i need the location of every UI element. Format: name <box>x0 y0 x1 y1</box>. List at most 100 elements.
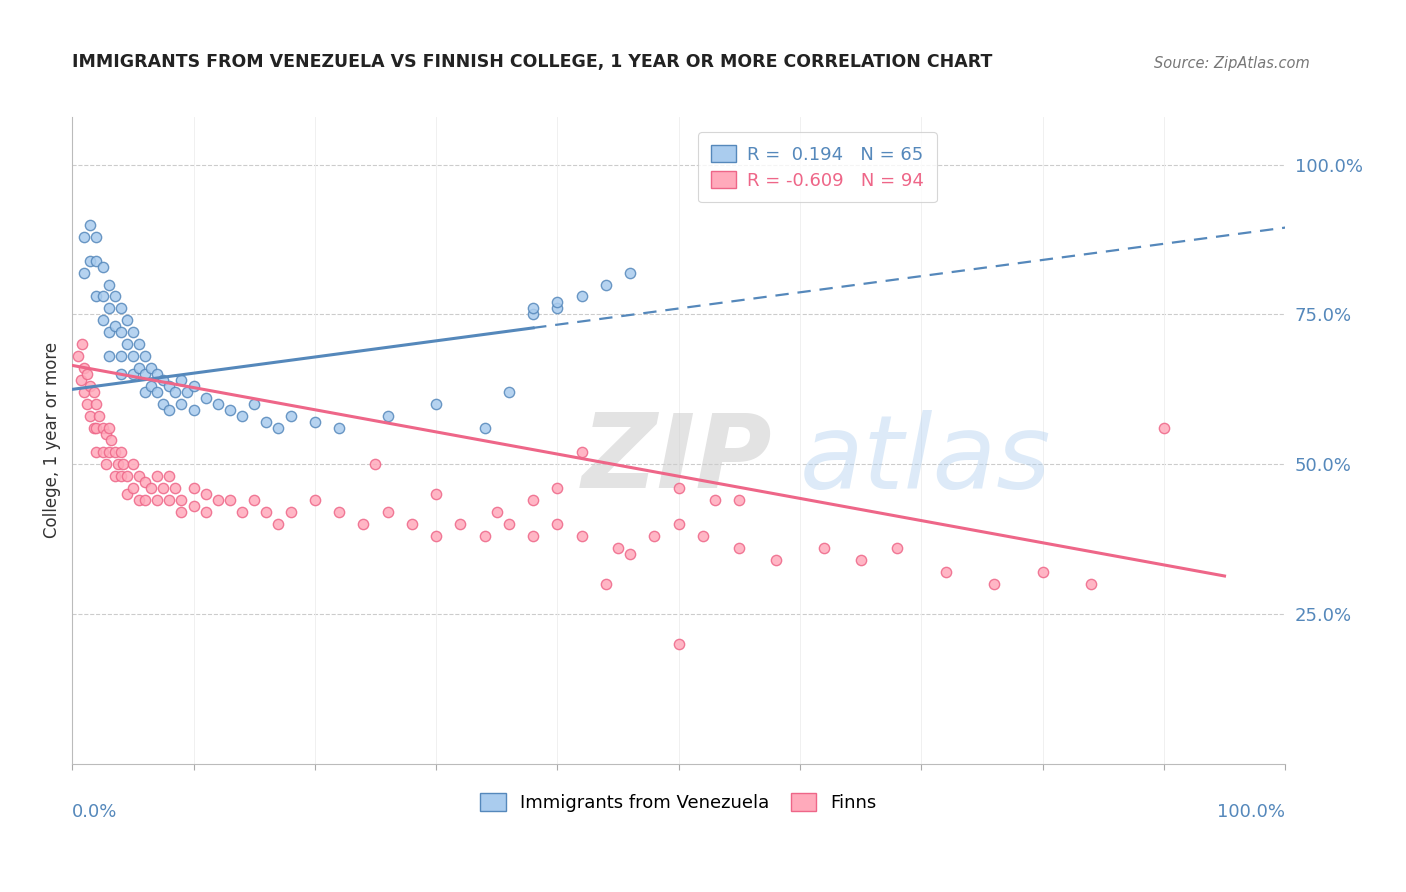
Point <box>157 493 180 508</box>
Point <box>97 445 120 459</box>
Point <box>165 385 187 400</box>
Point <box>110 326 132 340</box>
Point <box>157 469 180 483</box>
Point <box>91 260 114 274</box>
Point <box>67 350 90 364</box>
Point <box>571 289 593 303</box>
Point <box>104 445 127 459</box>
Point <box>146 385 169 400</box>
Point <box>668 517 690 532</box>
Point <box>86 229 108 244</box>
Point <box>1080 577 1102 591</box>
Point <box>364 457 387 471</box>
Point <box>254 505 277 519</box>
Point <box>91 421 114 435</box>
Point <box>377 505 399 519</box>
Point <box>194 487 217 501</box>
Point <box>91 289 114 303</box>
Point <box>73 266 96 280</box>
Point <box>87 409 110 424</box>
Point <box>170 397 193 411</box>
Point <box>79 409 101 424</box>
Point <box>267 517 290 532</box>
Point <box>886 541 908 556</box>
Point <box>134 493 156 508</box>
Point <box>207 397 229 411</box>
Point <box>668 481 690 495</box>
Text: ZIP: ZIP <box>582 409 772 510</box>
Point <box>728 541 751 556</box>
Point <box>194 505 217 519</box>
Text: atlas: atlas <box>800 409 1052 509</box>
Point <box>128 361 150 376</box>
Point <box>165 481 187 495</box>
Point <box>280 409 302 424</box>
Text: Source: ZipAtlas.com: Source: ZipAtlas.com <box>1154 56 1309 71</box>
Point <box>122 350 145 364</box>
Point <box>571 445 593 459</box>
Point <box>207 493 229 508</box>
Point <box>704 493 727 508</box>
Point <box>546 517 568 532</box>
Point <box>134 350 156 364</box>
Point <box>112 457 135 471</box>
Point <box>231 505 253 519</box>
Point <box>79 218 101 232</box>
Point <box>134 385 156 400</box>
Point <box>83 421 105 435</box>
Point <box>152 481 174 495</box>
Point <box>595 277 617 292</box>
Point <box>668 637 690 651</box>
Point <box>122 481 145 495</box>
Point <box>100 434 122 448</box>
Text: IMMIGRANTS FROM VENEZUELA VS FINNISH COLLEGE, 1 YEAR OR MORE CORRELATION CHART: IMMIGRANTS FROM VENEZUELA VS FINNISH COL… <box>72 54 993 71</box>
Point <box>280 505 302 519</box>
Point <box>79 379 101 393</box>
Point <box>1032 565 1054 579</box>
Point <box>97 421 120 435</box>
Point <box>449 517 471 532</box>
Point <box>122 326 145 340</box>
Point <box>157 403 180 417</box>
Point <box>70 337 93 351</box>
Point <box>692 529 714 543</box>
Point <box>115 337 138 351</box>
Point <box>219 493 242 508</box>
Point <box>170 505 193 519</box>
Point <box>83 385 105 400</box>
Point <box>128 337 150 351</box>
Legend: Immigrants from Venezuela, Finns: Immigrants from Venezuela, Finns <box>474 786 884 820</box>
Point <box>91 445 114 459</box>
Point <box>139 361 162 376</box>
Y-axis label: College, 1 year or more: College, 1 year or more <box>44 343 60 539</box>
Point <box>243 493 266 508</box>
Point <box>607 541 630 556</box>
Point <box>134 475 156 490</box>
Point <box>522 529 544 543</box>
Point <box>73 229 96 244</box>
Point <box>122 457 145 471</box>
Point <box>498 517 520 532</box>
Point <box>86 397 108 411</box>
Point <box>139 379 162 393</box>
Point <box>76 397 98 411</box>
Point <box>69 373 91 387</box>
Point <box>619 547 641 561</box>
Point <box>176 385 198 400</box>
Point <box>267 421 290 435</box>
Point <box>377 409 399 424</box>
Point <box>104 319 127 334</box>
Point <box>73 361 96 376</box>
Point <box>352 517 374 532</box>
Point <box>183 499 205 513</box>
Point <box>1153 421 1175 435</box>
Point <box>571 529 593 543</box>
Point <box>546 301 568 316</box>
Text: 0.0%: 0.0% <box>72 803 118 821</box>
Point <box>104 289 127 303</box>
Point <box>254 415 277 429</box>
Point <box>86 421 108 435</box>
Point <box>170 493 193 508</box>
Point <box>170 373 193 387</box>
Point <box>522 493 544 508</box>
